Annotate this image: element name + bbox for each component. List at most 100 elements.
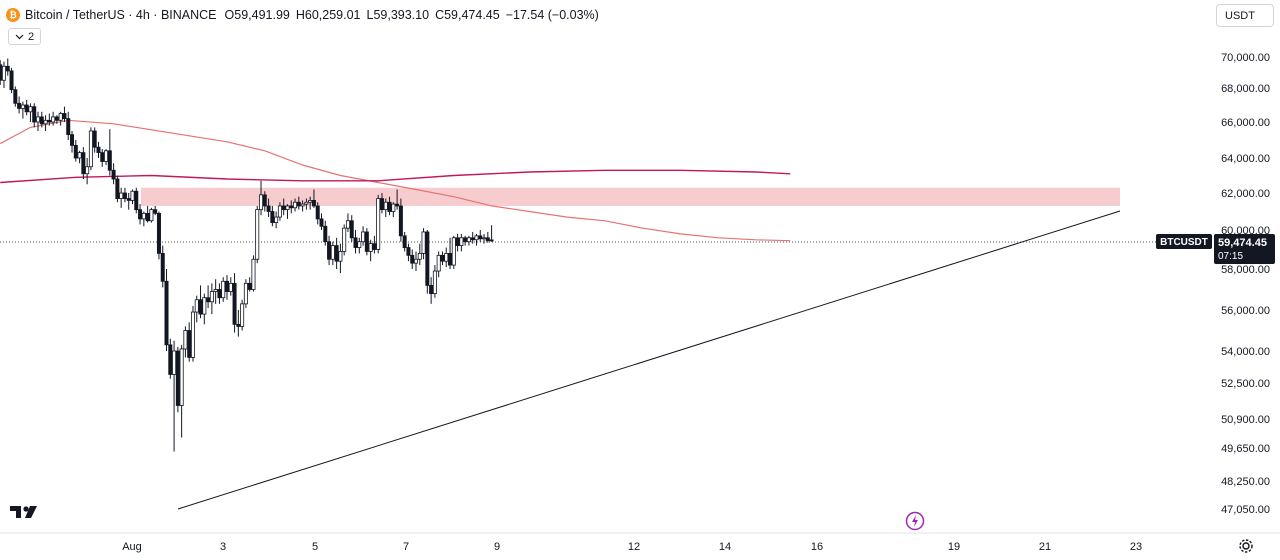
candle <box>28 103 33 122</box>
candle <box>43 115 48 131</box>
candle-body <box>259 194 264 211</box>
candle <box>327 235 332 266</box>
candles-layer <box>0 58 494 452</box>
candle-body <box>202 297 207 315</box>
candle-body <box>300 203 305 207</box>
candle <box>107 129 112 176</box>
candle-body <box>54 116 59 121</box>
candle <box>383 198 388 218</box>
time-tick-label: 3 <box>220 541 226 553</box>
indicators-toggle-button[interactable]: 2 <box>8 28 42 45</box>
price-axis[interactable]: 70,000.00 68,000.00 66,000.00 64,000.00 62,0… <box>1221 52 1270 516</box>
candle <box>372 235 377 254</box>
symbol-title[interactable]: Bitcoin / TetherUS · 4h · BINANCE <box>25 8 217 22</box>
candle <box>17 96 22 114</box>
candle <box>436 251 441 278</box>
candle-body <box>440 254 445 262</box>
candle-body <box>448 252 453 266</box>
candle-body <box>194 299 199 313</box>
candle-body <box>334 245 339 262</box>
currency-select-button[interactable]: USDT <box>1216 4 1274 27</box>
ohlc-high: H60,259.01 <box>295 8 361 22</box>
price-tick-label: 50,900.00 <box>1221 414 1270 426</box>
candle <box>149 207 154 223</box>
settings-gear-icon[interactable] <box>1238 538 1254 554</box>
candle-body <box>444 252 449 262</box>
candle-body <box>251 258 256 290</box>
time-axis[interactable]: Aug 3 5 7 9 12 14 16 19 21 23 <box>0 532 1280 553</box>
candle-body <box>383 201 388 211</box>
candle-body <box>285 205 290 211</box>
candle <box>54 115 59 124</box>
price-tag-value: 59,474.45 <box>1218 237 1267 249</box>
candle <box>209 283 214 315</box>
candle-body <box>9 70 14 91</box>
candle <box>92 127 97 153</box>
candle <box>398 198 403 242</box>
time-tick-label: 7 <box>403 541 409 553</box>
candle <box>296 196 301 210</box>
candle <box>126 193 131 210</box>
candle-body <box>28 106 33 113</box>
candle-body <box>459 237 464 247</box>
candle-body <box>85 166 90 175</box>
candle-body <box>429 284 434 294</box>
candle <box>315 202 320 225</box>
candle <box>361 226 366 246</box>
candle <box>198 285 203 319</box>
candle <box>0 60 3 85</box>
candle-body <box>304 201 309 205</box>
candle-body <box>17 102 22 109</box>
candle-body <box>36 116 41 123</box>
candle <box>402 231 407 252</box>
candle-body <box>255 209 260 260</box>
candle <box>262 191 267 212</box>
candle-body <box>122 192 127 199</box>
candle <box>470 231 475 244</box>
candle-body <box>489 239 494 242</box>
candle <box>24 99 29 116</box>
candle-body <box>432 270 437 294</box>
price-tick-label: 70,000.00 <box>1221 52 1270 64</box>
candle-body <box>274 216 279 224</box>
candle-body <box>141 212 146 220</box>
symbol-tag: BTCUSDT <box>1160 237 1208 248</box>
candle-body <box>482 237 487 240</box>
candle-body <box>319 218 324 227</box>
candle-body <box>270 211 275 223</box>
ohlc-low: L59,393.10 <box>366 8 430 22</box>
candle-body <box>395 203 400 207</box>
price-tag-countdown: 07:15 <box>1218 251 1243 262</box>
candle <box>138 204 143 225</box>
candle-body <box>266 205 271 212</box>
ohlc-open: O59,491.99 <box>224 8 290 22</box>
flash-icon[interactable] <box>905 511 925 531</box>
candle <box>236 310 241 337</box>
candle-body <box>156 212 161 254</box>
tradingview-logo-icon[interactable] <box>10 504 40 525</box>
candle-body <box>179 348 184 406</box>
candle <box>466 235 471 246</box>
candle-body <box>243 282 248 305</box>
price-tick-label: 54,000.00 <box>1221 346 1270 358</box>
candle-body <box>130 190 135 201</box>
candle <box>247 277 252 292</box>
candle-body <box>311 199 316 207</box>
candle <box>32 103 37 128</box>
candle-body <box>368 243 373 252</box>
price-tick-label: 62,000.00 <box>1221 188 1270 200</box>
candle-body <box>413 258 418 264</box>
candle-body <box>342 227 347 252</box>
candle-body <box>160 252 165 282</box>
candle-body <box>209 291 214 303</box>
candle-body <box>240 303 245 327</box>
candle <box>156 211 161 260</box>
ohlc-close: C59,474.45 <box>435 8 500 22</box>
time-tick-label: 9 <box>494 541 500 553</box>
candle-body <box>111 169 116 180</box>
candle <box>73 140 78 162</box>
candle <box>202 293 207 325</box>
resistance-zone-layer <box>141 187 1120 206</box>
candle-body <box>470 237 475 241</box>
